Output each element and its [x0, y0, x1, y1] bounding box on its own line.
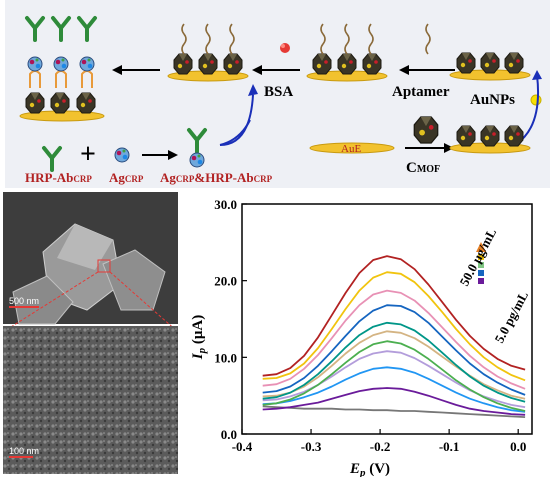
annotation-high: 50.0 μg/mL	[456, 225, 499, 288]
final-electrode-stack	[19, 16, 105, 122]
dpv-curve-5	[262, 340, 526, 412]
axes: -0.4 -0.3 -0.2 -0.1 0.0 0.0 10.0 20.0 30.0	[214, 197, 533, 454]
bsa-electrode	[167, 23, 249, 82]
aue-label: AuE	[341, 143, 361, 155]
x-tick-label: -0.4	[232, 439, 253, 454]
cmof-label: CMOF	[406, 160, 440, 176]
scale-bar-top: 500 nm	[9, 296, 39, 306]
aunps-label: AuNPs	[470, 92, 515, 108]
bare-electrode	[309, 142, 395, 154]
y-axis-label: Ip (μA)	[190, 315, 208, 360]
dpv-curve-7	[262, 321, 526, 403]
aunps-electrode	[449, 52, 531, 81]
aptamer-electrode	[306, 23, 388, 82]
sem-images: 500 nm 100 nm	[3, 192, 178, 474]
dpv-curve-1	[262, 405, 526, 418]
aptamer-label: Aptamer	[392, 84, 450, 100]
bsa-icon	[280, 43, 290, 53]
assembly-scheme: BSA Aptamer AuNPs AuE CMOF HRP-AbCRP + A…	[5, 0, 550, 188]
x-tick-label: -0.3	[301, 439, 322, 454]
dpv-curve-8	[262, 304, 526, 396]
sem-bottom-image	[3, 326, 178, 474]
concentration-arrow	[476, 242, 486, 284]
dpv-curve-9	[262, 289, 526, 390]
dpv-curve-11	[262, 255, 526, 377]
dpv-curve-2	[262, 387, 526, 416]
x-tick-label: -0.2	[370, 439, 391, 454]
complex-label: AgCRP&HRP-AbCRP	[160, 170, 273, 185]
x-tick-label: -0.1	[439, 439, 460, 454]
aunp-icon	[530, 94, 542, 106]
ag-label: AgCRP	[109, 170, 144, 185]
annotation-low: 5.0 pg/mL	[491, 288, 531, 345]
dpv-curve-6	[262, 330, 526, 400]
scale-bar-bottom: 100 nm	[9, 446, 39, 456]
dpv-curve-3	[262, 366, 526, 413]
dpv-chart: -0.4 -0.3 -0.2 -0.1 0.0 0.0 10.0 20.0 30.0 Ip (μ…	[190, 197, 533, 477]
plot-frame	[241, 203, 533, 435]
dpv-curves	[262, 255, 526, 418]
y-tick-label: 10.0	[214, 350, 237, 365]
y-tick-label: 30.0	[214, 197, 237, 212]
plus-sign: +	[80, 139, 96, 170]
y-tick-label: 20.0	[214, 274, 237, 289]
x-tick-label: 0.0	[510, 439, 526, 454]
y-tick-label: 0.0	[221, 427, 237, 442]
x-axis-label: Ep (V)	[349, 461, 390, 477]
hrp-label: HRP-AbCRP	[25, 170, 92, 185]
dpv-curve-10	[262, 271, 526, 382]
bsa-label: BSA	[264, 84, 293, 100]
mof-electrode	[449, 125, 531, 154]
